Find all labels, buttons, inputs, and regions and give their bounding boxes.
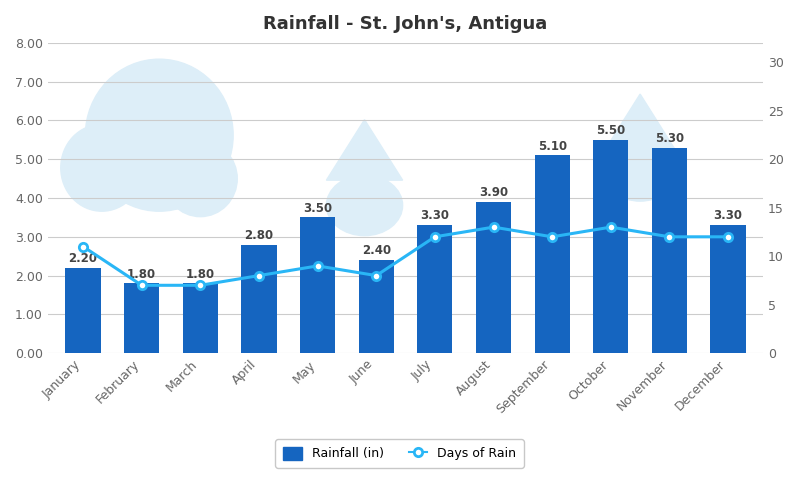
Title: Rainfall - St. John's, Antigua: Rainfall - St. John's, Antigua: [264, 15, 547, 33]
Text: 2.80: 2.80: [244, 229, 273, 242]
Bar: [183, 284, 218, 353]
Bar: [124, 284, 159, 353]
Text: 3.50: 3.50: [303, 202, 332, 215]
Bar: [652, 148, 687, 353]
Ellipse shape: [85, 59, 233, 211]
Polygon shape: [605, 94, 675, 150]
Polygon shape: [327, 120, 403, 180]
Text: 1.80: 1.80: [127, 268, 157, 281]
Text: 2.40: 2.40: [362, 244, 391, 257]
Ellipse shape: [163, 141, 237, 217]
Bar: [710, 225, 745, 353]
Text: 5.30: 5.30: [655, 132, 684, 145]
Bar: [241, 245, 276, 353]
Bar: [359, 260, 394, 353]
Text: 5.50: 5.50: [596, 124, 626, 137]
Bar: [535, 155, 570, 353]
Text: 5.10: 5.10: [538, 140, 566, 153]
Bar: [417, 225, 452, 353]
Ellipse shape: [327, 175, 403, 236]
Bar: [476, 202, 511, 353]
Bar: [66, 268, 101, 353]
Text: 3.90: 3.90: [479, 186, 508, 199]
Text: 2.20: 2.20: [69, 252, 97, 265]
Ellipse shape: [605, 145, 675, 201]
Text: 3.30: 3.30: [714, 209, 742, 222]
Legend: Rainfall (in), Days of Rain: Rainfall (in), Days of Rain: [275, 439, 524, 468]
Text: 1.80: 1.80: [185, 268, 215, 281]
Text: 3.30: 3.30: [420, 209, 449, 222]
Bar: [593, 140, 628, 353]
Bar: [300, 217, 336, 353]
Ellipse shape: [61, 125, 143, 211]
